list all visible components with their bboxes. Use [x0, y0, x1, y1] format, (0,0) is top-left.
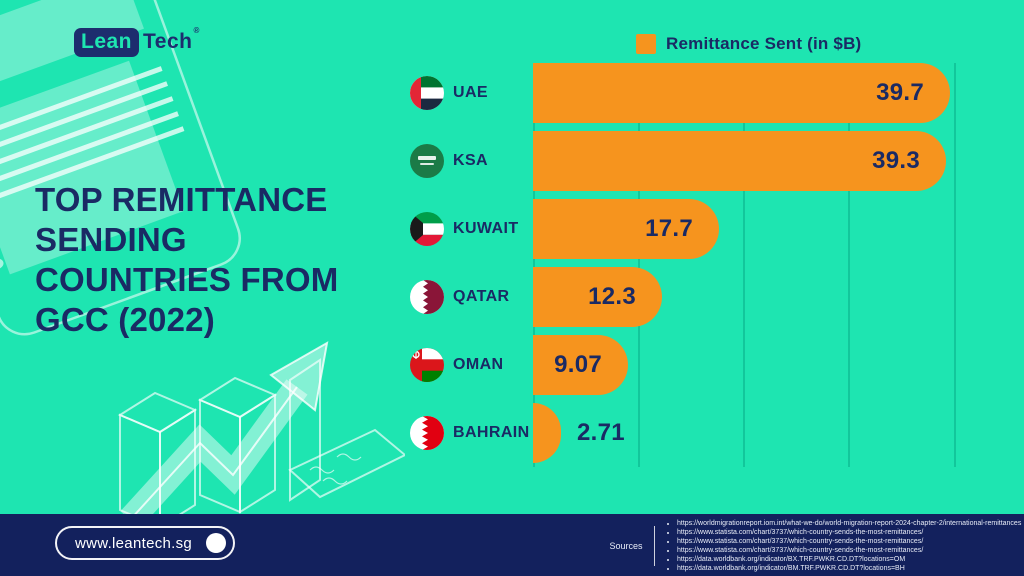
source-link: https://www.statista.com/chart/3737/whic… [677, 528, 1024, 537]
country-label: BAHRAIN [453, 424, 530, 441]
country-label: UAE [453, 84, 488, 101]
registered-trademark-icon: ® [193, 26, 200, 35]
source-link: https://www.statista.com/chart/3737/whic… [677, 537, 1024, 546]
source-link: https://data.worldbank.org/indicator/BM.… [677, 564, 1024, 573]
website-dot-icon [206, 533, 227, 553]
bar-value: 39.3 [872, 147, 920, 174]
bar-kuwait: 17.7 [533, 199, 719, 259]
bar-chart: UAE 39.7 KSA 39.3 [410, 63, 973, 471]
bahrain-flag-icon [410, 416, 444, 450]
bar-row-uae: UAE 39.7 [410, 63, 973, 123]
country-label: OMAN [453, 356, 504, 373]
bar-value: 12.3 [588, 283, 636, 310]
legend-swatch-icon [636, 34, 656, 54]
bar-qatar: 12.3 [533, 267, 662, 327]
sources-section: Sources https://worldmigrationreport.iom… [608, 519, 1024, 573]
gridline-30 [848, 63, 850, 467]
logo-tech-text: Tech [143, 30, 193, 53]
bar-track: 39.7 [533, 63, 973, 123]
legend-label: Remittance Sent (in $B) [666, 34, 862, 53]
bar-value: 39.7 [876, 79, 924, 106]
page-title: TOP REMITTANCE SENDING COUNTRIES FROM GC… [35, 180, 385, 340]
country-label: KUWAIT [453, 220, 519, 237]
website-url: www.leantech.sg [75, 534, 193, 552]
gridline-10 [638, 63, 640, 467]
bar-row-kuwait: KUWAIT 17.7 [410, 199, 973, 259]
sources-divider [654, 526, 655, 566]
oman-flag-icon [410, 348, 444, 382]
decor-growth-arrow-graphic [117, 341, 405, 525]
chart-legend: Remittance Sent (in $B) [636, 34, 861, 54]
title-line: SENDING [35, 221, 187, 258]
bar-row-qatar: QATAR 12.3 [410, 267, 973, 327]
kuwait-flag-icon [410, 212, 444, 246]
bar-value: 17.7 [645, 215, 693, 242]
source-link: https://worldmigrationreport.iom.int/wha… [677, 519, 1024, 528]
bar-track: 2.71 [533, 403, 973, 463]
title-line: GCC (2022) [35, 301, 215, 338]
source-link: https://www.statista.com/chart/3737/whic… [677, 546, 1024, 555]
qatar-flag-icon [410, 280, 444, 314]
bar-track: 9.07 [533, 335, 973, 395]
uae-flag-icon [410, 76, 444, 110]
bar-uae: 39.7 [533, 63, 950, 123]
bar-track: 17.7 [533, 199, 973, 259]
bar-value: 9.07 [554, 351, 602, 378]
source-link: https://data.worldbank.org/indicator/BX.… [677, 555, 1024, 564]
website-pill: www.leantech.sg [55, 526, 236, 560]
bar-ksa: 39.3 [533, 131, 946, 191]
chart-gridlines [533, 63, 957, 467]
bar-oman: 9.07 [533, 335, 628, 395]
country-label: KSA [453, 152, 488, 169]
leantech-logo: Lean Tech ® [74, 26, 200, 57]
sources-list: https://worldmigrationreport.iom.int/wha… [665, 519, 1024, 573]
ksa-flag-icon [410, 144, 444, 178]
bar-row-bahrain: BAHRAIN 2.71 [410, 403, 973, 463]
gridline-40 [954, 63, 956, 467]
bar-value: 2.71 [577, 419, 625, 446]
logo-lean-text: Lean [74, 28, 140, 57]
gridline-0 [533, 63, 535, 467]
footer-bar: www.leantech.sg Sources https://worldmig… [0, 514, 1024, 576]
bar-row-oman: OMAN 9.07 [410, 335, 973, 395]
bar-track: 39.3 [533, 131, 973, 191]
title-line: COUNTRIES FROM [35, 261, 339, 298]
gridline-20 [743, 63, 745, 467]
bar-row-ksa: KSA 39.3 [410, 131, 973, 191]
bar-track: 12.3 [533, 267, 973, 327]
bar-bahrain [533, 403, 561, 463]
sources-label: Sources [609, 541, 643, 551]
title-line: TOP REMITTANCE [35, 181, 328, 218]
country-label: QATAR [453, 288, 510, 305]
